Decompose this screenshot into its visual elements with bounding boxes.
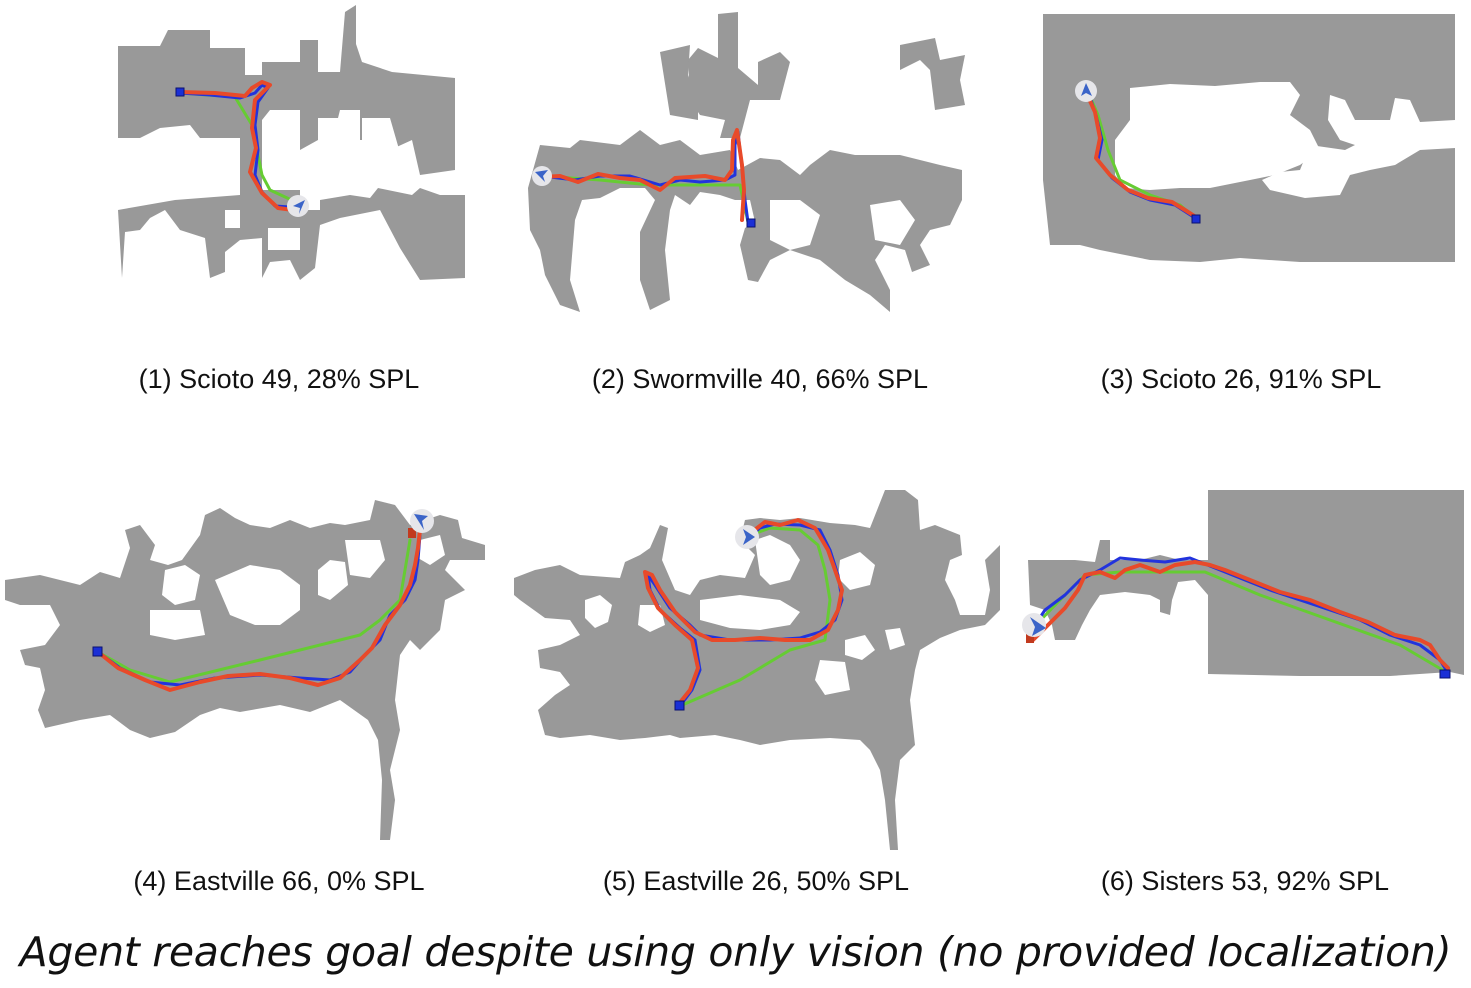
caption-6: (6) Sisters 53, 92% SPL xyxy=(1100,866,1390,896)
caption-1: (1) Scioto 49, 28% SPL xyxy=(138,364,420,394)
floorplan-2 xyxy=(528,12,970,312)
agent-arrow-icon xyxy=(735,525,759,549)
caption-5: (5) Eastville 26, 50% SPL xyxy=(602,866,910,896)
goal-square-icon xyxy=(1439,669,1451,679)
caption-3: (3) Scioto 26, 91% SPL xyxy=(1100,364,1382,394)
caption-2: (2) Swormville 40, 66% SPL xyxy=(591,364,929,394)
agent-arrow-icon xyxy=(1022,613,1046,637)
caption-4: (4) Eastville 66, 0% SPL xyxy=(133,866,425,896)
goal-square-icon xyxy=(1191,214,1201,224)
goal-square-icon xyxy=(674,700,685,711)
goal-square-icon xyxy=(92,646,103,657)
agent-arrow-icon xyxy=(532,166,552,186)
agent-arrow-icon xyxy=(410,509,434,533)
floorplan-1 xyxy=(118,5,465,280)
goal-square-icon xyxy=(746,218,756,228)
floorplan-4 xyxy=(5,500,485,840)
agent-arrow-icon xyxy=(287,195,309,217)
floorplan-6 xyxy=(1028,490,1464,676)
agent-arrow-icon xyxy=(1075,80,1097,102)
figure-footer: Agent reaches goal despite using only vi… xyxy=(19,928,1452,976)
goal-square-icon xyxy=(175,87,185,97)
